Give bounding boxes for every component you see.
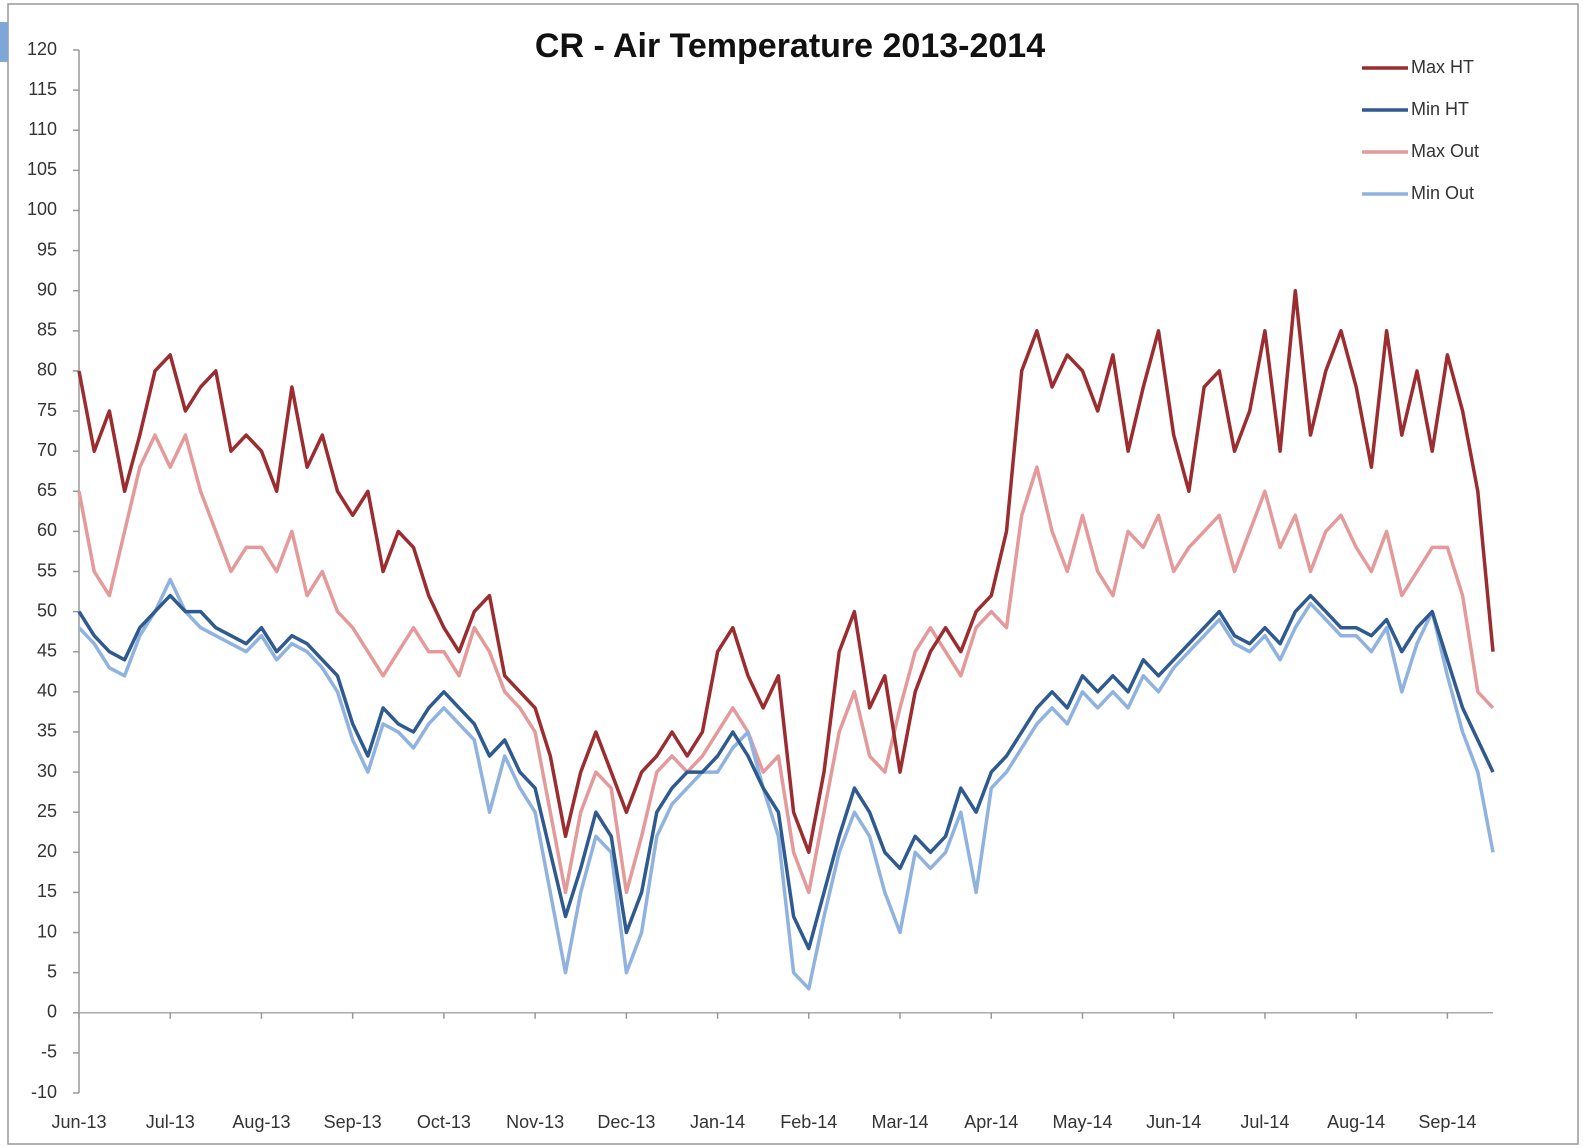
- y-tick-label: 95: [37, 239, 57, 259]
- y-tick-label: 50: [37, 600, 57, 620]
- y-tick-label: 15: [37, 881, 57, 901]
- y-tick-label: 115: [28, 79, 57, 99]
- legend-label: Min Out: [1411, 183, 1474, 203]
- y-tick-label: 65: [37, 480, 57, 500]
- y-tick-label: 70: [37, 440, 57, 460]
- series-line: [77, 577, 1495, 991]
- legend-label: Max HT: [1411, 57, 1474, 77]
- chart-title: CR - Air Temperature 2013-2014: [535, 27, 1045, 65]
- x-tick-label: Feb-14: [780, 1112, 837, 1132]
- x-tick-label: Jul-14: [1240, 1112, 1289, 1132]
- x-tick-label: Aug-13: [232, 1112, 290, 1132]
- y-tick-label: 120: [27, 39, 57, 59]
- y-tick-label: 25: [37, 801, 57, 821]
- y-tick-label: 85: [37, 320, 57, 340]
- selection-handle: [0, 22, 8, 62]
- series-line: [77, 288, 1495, 855]
- x-tick-label: Oct-13: [417, 1112, 471, 1132]
- y-tick-label: 20: [37, 841, 57, 861]
- y-tick-label: 0: [47, 1002, 57, 1022]
- y-tick-label: -10: [31, 1082, 57, 1102]
- x-tick-label: Apr-14: [964, 1112, 1018, 1132]
- legend-label: Min HT: [1411, 99, 1469, 119]
- x-tick-label: Sep-13: [324, 1112, 382, 1132]
- y-tick-label: 75: [37, 400, 57, 420]
- y-tick-label: 105: [27, 159, 57, 179]
- y-tick-label: -5: [41, 1042, 57, 1062]
- y-tick-label: 30: [37, 761, 57, 781]
- y-tick-label: 100: [27, 199, 57, 219]
- y-tick-label: 5: [47, 961, 57, 981]
- y-tick-label: 80: [37, 360, 57, 380]
- series-line: [77, 433, 1495, 895]
- y-tick-label: 35: [37, 721, 57, 741]
- series-line: [77, 593, 1495, 951]
- y-tick-label: 10: [37, 921, 57, 941]
- x-tick-label: May-14: [1052, 1112, 1112, 1132]
- y-tick-label: 40: [37, 681, 57, 701]
- x-tick-label: Sep-14: [1418, 1112, 1476, 1132]
- y-tick-label: 60: [37, 520, 57, 540]
- x-tick-label: Mar-14: [872, 1112, 929, 1132]
- x-tick-label: Jan-14: [690, 1112, 745, 1132]
- legend-label: Max Out: [1411, 141, 1479, 161]
- x-tick-label: Aug-14: [1327, 1112, 1385, 1132]
- x-tick-label: Dec-13: [597, 1112, 655, 1132]
- chart-frame: [7, 3, 1579, 1145]
- y-tick-label: 55: [37, 560, 57, 580]
- x-tick-label: Jul-13: [146, 1112, 195, 1132]
- x-tick-label: Jun-13: [51, 1112, 106, 1132]
- x-tick-label: Jun-14: [1146, 1112, 1201, 1132]
- y-tick-label: 110: [28, 119, 57, 139]
- y-tick-label: 45: [37, 640, 57, 660]
- y-tick-label: 90: [37, 279, 57, 299]
- x-tick-label: Nov-13: [506, 1112, 564, 1132]
